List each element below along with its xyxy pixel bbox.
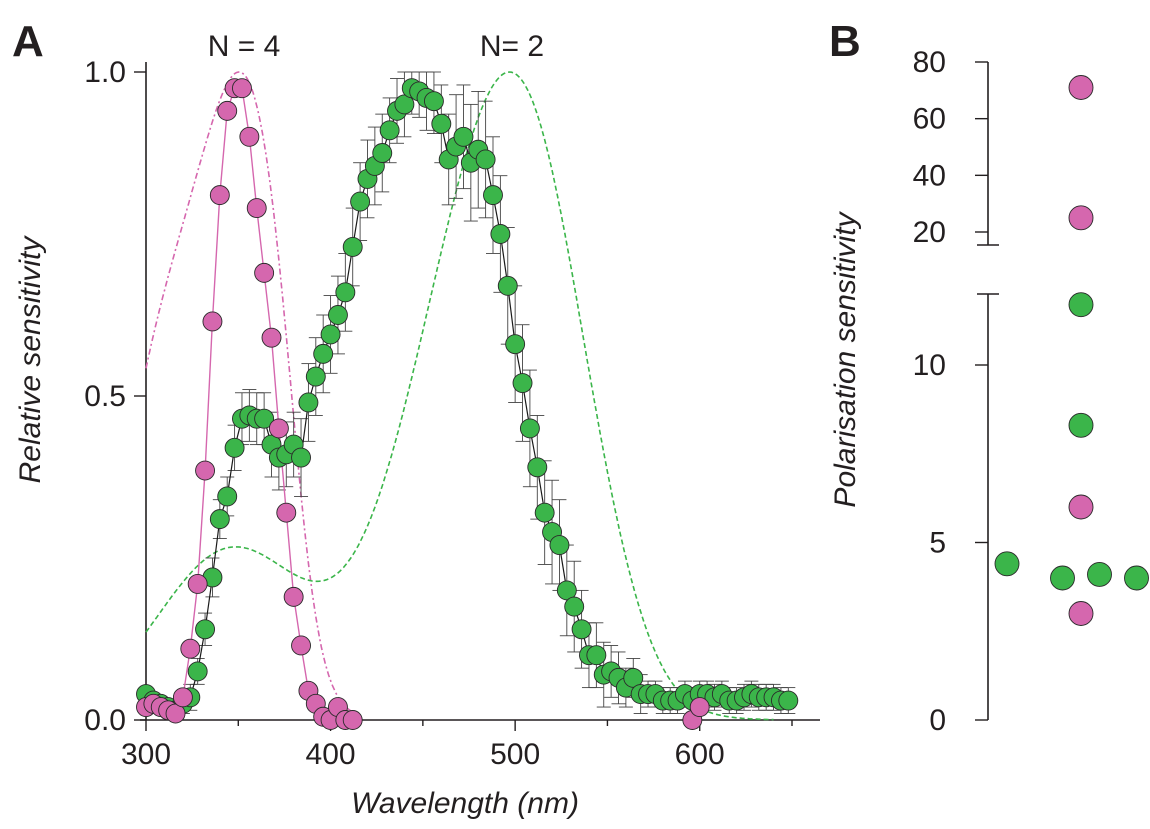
x-tick-label: 600 (675, 738, 725, 771)
polarisation-data-point (1068, 292, 1094, 318)
green-data-point (342, 237, 363, 257)
green-data-point (586, 645, 607, 666)
green-data-point (431, 113, 452, 134)
y-tick-label: 0.5 (84, 380, 126, 413)
panel-a: A N = 4 N= 2 300 400 500 600 0.0 0.5 1.0 Wavel… (12, 17, 820, 820)
green-data-point (534, 502, 555, 523)
green-data-point (453, 126, 474, 147)
green-data-point (313, 343, 334, 364)
green-data-point (254, 408, 275, 429)
uv-data-point (291, 635, 311, 656)
green-data-point (335, 282, 356, 303)
green-data-point (490, 224, 511, 244)
x-tick-label: 300 (121, 738, 171, 771)
data-points-b (994, 75, 1149, 626)
green-data-point (305, 366, 326, 387)
y-tick-label-b: 60 (913, 103, 946, 136)
uv-data-point (283, 586, 304, 607)
y-tick-label-b: 40 (913, 159, 946, 192)
green-data-point (379, 120, 400, 141)
uv-data-point (239, 126, 260, 147)
polarisation-data-point (1050, 565, 1075, 591)
polarisation-data-point (1124, 565, 1149, 591)
uv-data-point (276, 502, 297, 523)
uv-data-point (268, 418, 289, 439)
uv-data-point (209, 185, 230, 206)
green-data-point (187, 661, 208, 682)
polarisation-data-point (1068, 75, 1094, 100)
green-data-point (195, 619, 216, 640)
uv-data-point (172, 687, 193, 708)
uv-data-point (217, 100, 238, 121)
green-template-curve (145, 71, 774, 721)
green-data-point (549, 535, 570, 555)
n-label-uv: N = 4 (208, 30, 281, 63)
panel-b: B 0 5 10 20 40 60 80 Polarisation sensitivity (829, 17, 1149, 737)
uv-data-point (342, 710, 363, 730)
green-data-point (505, 334, 526, 355)
green-data-point (394, 94, 415, 115)
panel-b-label: B (829, 17, 861, 66)
polarisation-data-point (1068, 494, 1094, 520)
axis-ticks: 300 400 500 600 0.0 0.5 1.0 (84, 56, 793, 771)
uv-data-point (202, 311, 223, 332)
uv-data-point (165, 703, 186, 724)
uv-data-point (689, 697, 710, 717)
green-data-point (475, 149, 496, 170)
uv-data-point (261, 327, 282, 348)
y-tick-label-b: 80 (913, 46, 946, 79)
polarisation-data-point (1068, 205, 1094, 231)
y-axis-title: Relative sensitivity (14, 235, 47, 484)
axis-ticks-b: 0 5 10 20 40 60 80 (913, 46, 988, 737)
green-data-point (209, 509, 230, 530)
uv-data-point (195, 460, 216, 481)
data-points (136, 78, 799, 730)
y-tick-label-b: 0 (929, 704, 946, 737)
uv-data-point (246, 198, 267, 219)
green-data-point (224, 437, 245, 458)
green-data-point (512, 373, 533, 393)
y-tick-label-b: 5 (929, 527, 946, 560)
green-data-point (564, 596, 585, 617)
x-axis-title: Wavelength (nm) (351, 787, 579, 820)
green-data-point (623, 667, 644, 688)
y-axis-title-b: Polarisation sensitivity (829, 210, 862, 507)
green-data-point (320, 324, 341, 345)
polarisation-data-point (994, 551, 1020, 577)
polarisation-data-point (1087, 562, 1112, 587)
y-tick-label-b: 10 (913, 349, 946, 382)
green-data-point (556, 580, 577, 601)
uv-data-point (187, 573, 208, 594)
polarisation-data-point (1068, 601, 1094, 626)
x-tick-label: 500 (490, 738, 540, 771)
uv-data-point (232, 78, 252, 99)
green-data-point (571, 619, 592, 640)
uv-data-point (180, 638, 201, 659)
green-data-point (519, 418, 540, 439)
green-data-point (778, 690, 799, 711)
n-label-green: N= 2 (480, 30, 544, 63)
green-data-point (483, 185, 503, 206)
green-data-point (350, 191, 371, 212)
y-tick-label-b: 20 (913, 216, 946, 249)
y-tick-label: 1.0 (84, 56, 126, 89)
green-data-point (372, 143, 393, 163)
uv-template-curve (145, 71, 359, 716)
x-tick-label: 400 (306, 738, 356, 771)
uv-data-point (254, 262, 275, 283)
polarisation-data-point (1068, 412, 1094, 438)
green-data-point (527, 457, 548, 478)
template-curves (145, 71, 774, 721)
panel-a-label: A (12, 17, 44, 66)
green-data-point (298, 392, 319, 413)
green-data-point (217, 486, 238, 507)
green-data-point (423, 91, 444, 112)
green-data-point (291, 447, 311, 468)
green-data-point (328, 305, 348, 325)
y-tick-label: 0.0 (84, 704, 126, 737)
green-data-point (497, 275, 518, 296)
